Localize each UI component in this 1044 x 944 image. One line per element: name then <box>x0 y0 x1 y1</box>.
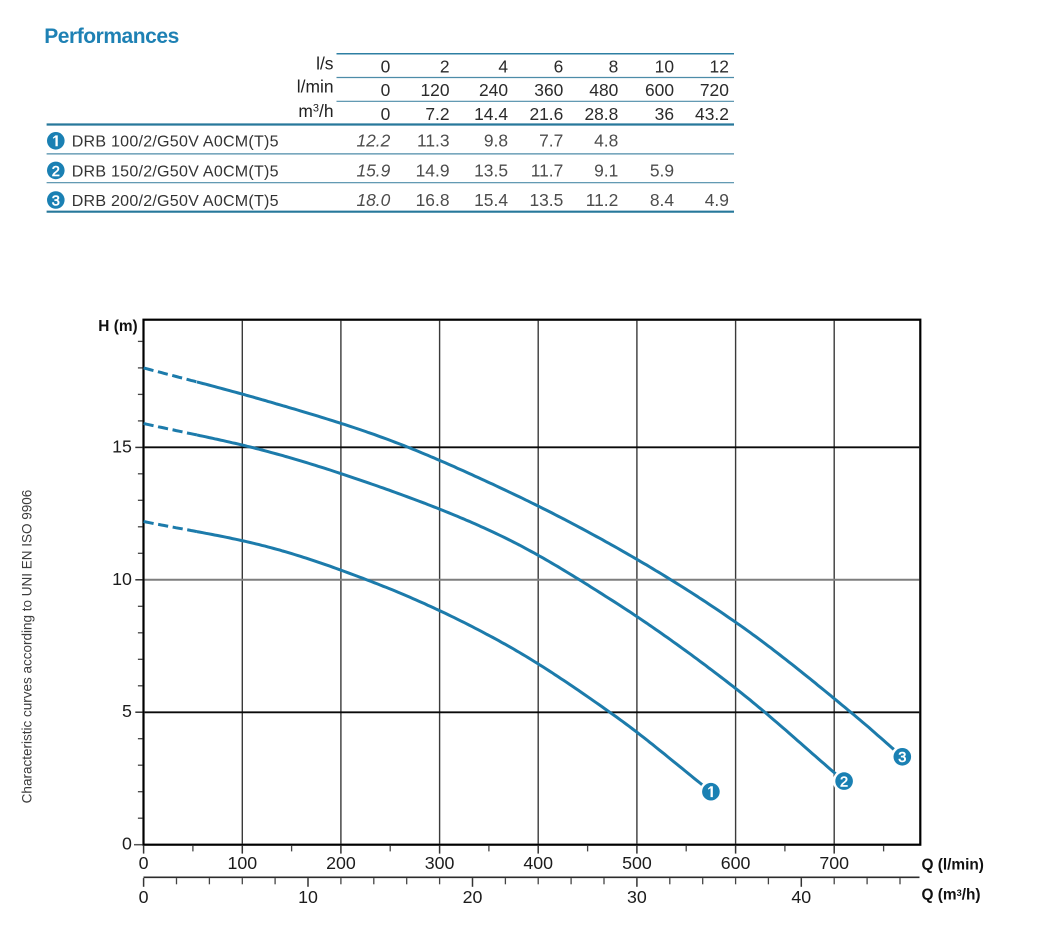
svg-text:8.4: 8.4 <box>650 190 675 210</box>
svg-text:43.2: 43.2 <box>695 104 729 124</box>
svg-text:3: 3 <box>898 750 906 766</box>
svg-text:13.5: 13.5 <box>474 160 508 180</box>
svg-text:2: 2 <box>440 56 450 76</box>
svg-text:20: 20 <box>463 887 483 907</box>
svg-text:0: 0 <box>139 887 149 907</box>
svg-text:DRB 200/2/G50V A0CM(T)5: DRB 200/2/G50V A0CM(T)5 <box>72 192 279 210</box>
svg-text:200: 200 <box>326 853 356 873</box>
svg-text:2: 2 <box>840 775 848 791</box>
svg-text:Performances: Performances <box>44 25 179 48</box>
svg-text:2: 2 <box>52 164 60 180</box>
svg-text:5: 5 <box>122 701 132 721</box>
svg-text:0: 0 <box>381 104 391 124</box>
svg-text:m3/h: m3/h <box>298 101 333 121</box>
svg-text:15.4: 15.4 <box>474 190 508 210</box>
svg-text:700: 700 <box>819 853 849 873</box>
svg-text:Characteristic curves accordin: Characteristic curves according to UNI E… <box>20 490 35 804</box>
svg-text:Q (m3/h): Q (m3/h) <box>922 887 981 904</box>
svg-text:10: 10 <box>298 887 318 907</box>
svg-text:0: 0 <box>381 80 391 100</box>
svg-text:Q (l/min): Q (l/min) <box>922 856 984 873</box>
svg-text:l/s: l/s <box>316 54 334 74</box>
svg-text:400: 400 <box>523 853 553 873</box>
svg-text:480: 480 <box>589 80 618 100</box>
svg-text:14.4: 14.4 <box>474 104 508 124</box>
svg-text:10: 10 <box>655 56 674 76</box>
svg-text:13.5: 13.5 <box>529 190 563 210</box>
svg-text:11.3: 11.3 <box>417 131 450 151</box>
svg-text:600: 600 <box>721 853 751 873</box>
svg-text:12: 12 <box>710 56 729 76</box>
svg-text:30: 30 <box>627 887 647 907</box>
svg-text:DRB 100/2/G50V A0CM(T)5: DRB 100/2/G50V A0CM(T)5 <box>72 133 279 151</box>
svg-text:14.9: 14.9 <box>416 160 450 180</box>
svg-text:9.8: 9.8 <box>484 131 508 151</box>
svg-text:500: 500 <box>622 853 652 873</box>
svg-text:11.7: 11.7 <box>531 160 564 180</box>
svg-text:DRB 150/2/G50V A0CM(T)5: DRB 150/2/G50V A0CM(T)5 <box>72 162 279 180</box>
svg-text:l/min: l/min <box>297 77 334 97</box>
svg-text:0: 0 <box>381 56 391 76</box>
svg-text:120: 120 <box>420 80 449 100</box>
svg-text:15.9: 15.9 <box>356 160 390 180</box>
svg-text:28.8: 28.8 <box>584 104 618 124</box>
svg-text:360: 360 <box>534 80 563 100</box>
svg-text:8: 8 <box>609 56 619 76</box>
svg-text:240: 240 <box>479 80 508 100</box>
svg-text:4.8: 4.8 <box>594 131 618 151</box>
svg-text:4: 4 <box>498 56 508 76</box>
svg-text:600: 600 <box>645 80 674 100</box>
svg-text:15: 15 <box>112 436 132 456</box>
svg-text:12.2: 12.2 <box>356 131 390 151</box>
svg-text:0: 0 <box>139 853 149 873</box>
svg-text:300: 300 <box>425 853 455 873</box>
svg-text:3: 3 <box>52 193 60 209</box>
svg-text:720: 720 <box>700 80 729 100</box>
svg-text:6: 6 <box>554 56 564 76</box>
svg-text:5.9: 5.9 <box>650 160 674 180</box>
svg-text:36: 36 <box>655 104 674 124</box>
svg-text:21.6: 21.6 <box>529 104 563 124</box>
svg-text:9.1: 9.1 <box>594 160 618 180</box>
svg-text:7.7: 7.7 <box>539 131 563 151</box>
svg-text:10: 10 <box>112 569 132 589</box>
svg-text:16.8: 16.8 <box>416 190 450 210</box>
svg-text:4.9: 4.9 <box>705 190 729 210</box>
svg-text:H (m): H (m) <box>98 318 137 335</box>
svg-text:18.0: 18.0 <box>356 190 390 210</box>
svg-text:11.2: 11.2 <box>586 190 619 210</box>
svg-text:40: 40 <box>791 887 811 907</box>
svg-text:100: 100 <box>227 853 257 873</box>
svg-text:7.2: 7.2 <box>425 104 449 124</box>
svg-text:0: 0 <box>122 834 132 854</box>
